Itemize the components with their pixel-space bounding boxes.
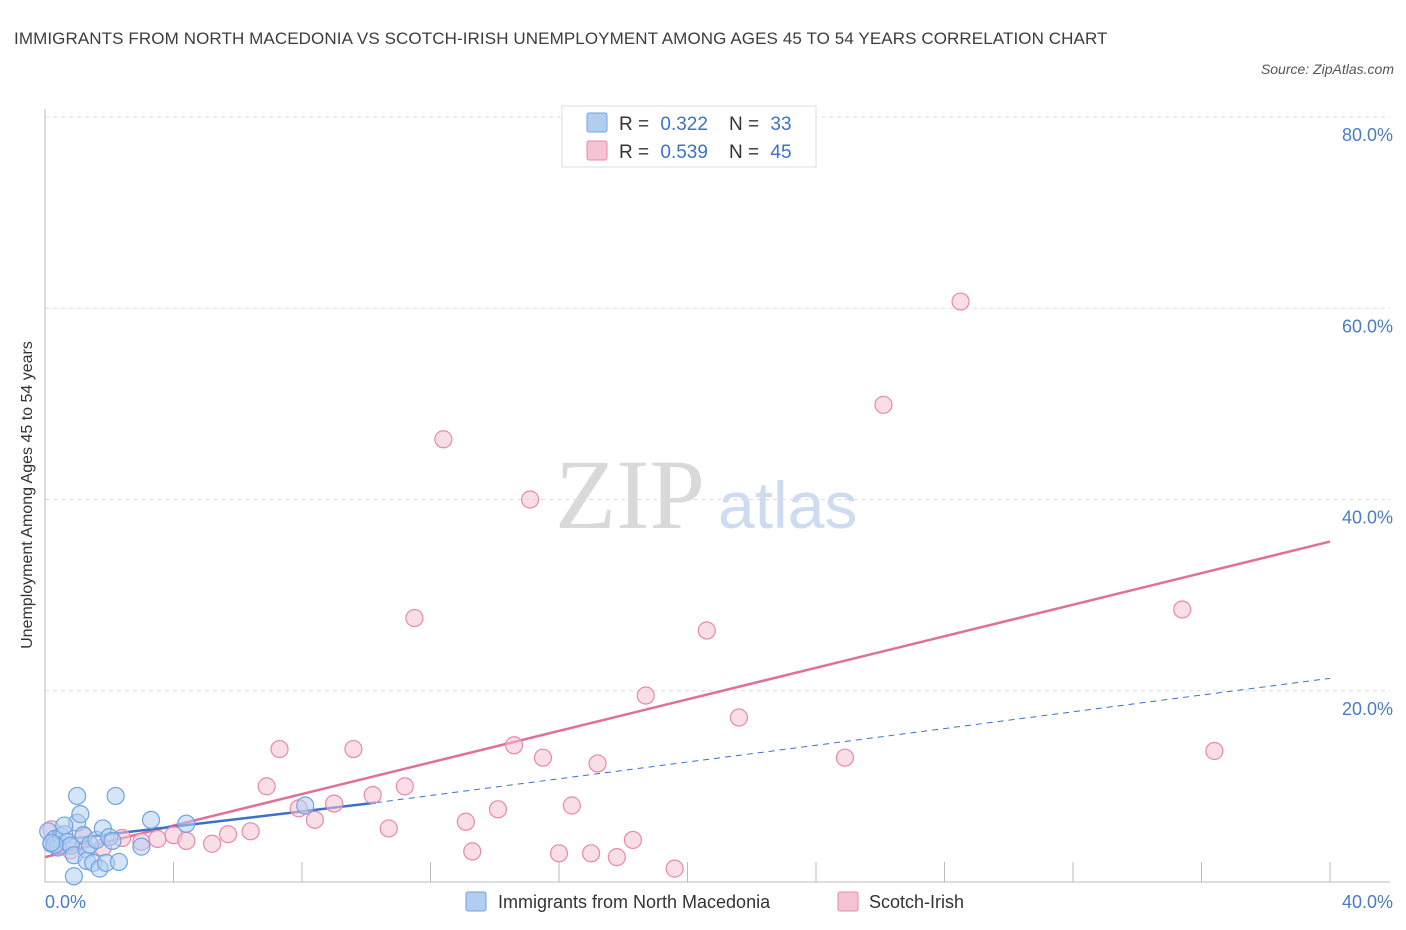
legend-n-label-2: N = (729, 142, 759, 163)
watermark-atlas: atlas (718, 468, 857, 542)
point-scotch-irish-21[interactable] (395, 777, 414, 796)
legend-swatch-scotch-irish (586, 140, 608, 161)
point-north-macedonia-31[interactable] (296, 796, 315, 815)
point-scotch-irish-12[interactable] (241, 822, 260, 841)
point-scotch-irish-31[interactable] (562, 796, 581, 815)
svg-text:N = 45: N = 45 (729, 142, 792, 163)
chart-title: IMMIGRANTS FROM NORTH MACEDONIA VS SCOTC… (14, 29, 1108, 48)
legend-swatch-north-macedonia (586, 112, 608, 133)
point-scotch-irish-44[interactable] (1205, 741, 1224, 761)
point-scotch-irish-40[interactable] (835, 748, 855, 767)
trend-lines (44, 540, 1331, 859)
legend-n-label-1: N = (729, 114, 759, 135)
point-scotch-irish-7[interactable] (148, 829, 167, 849)
point-scotch-irish-32[interactable] (582, 844, 601, 863)
svg-text:R = 0.322: R = 0.322 (619, 114, 708, 135)
bottom-legend-label-scotch-irish[interactable]: Scotch-Irish (869, 892, 964, 912)
point-scotch-irish-25[interactable] (463, 842, 482, 861)
source-label[interactable]: Source: ZipAtlas.com (1260, 61, 1394, 77)
top-legend: R = 0.322 N = 33 R = 0.539 N = 45 (561, 105, 817, 168)
point-north-macedonia-11[interactable] (71, 805, 90, 824)
bottom-legend-swatch-scotch-irish[interactable] (837, 891, 859, 912)
legend-n-value-2: 45 (770, 142, 791, 163)
point-scotch-irish-10[interactable] (202, 834, 222, 853)
point-scotch-irish-26[interactable] (488, 800, 508, 819)
bottom-legend-swatch-north-macedonia[interactable] (465, 891, 487, 912)
point-north-macedonia-9[interactable] (68, 786, 87, 806)
y-tick-label-40: 40.0% (1342, 508, 1393, 528)
point-scotch-irish-35[interactable] (623, 830, 642, 850)
x-tick-label-min: 0.0% (45, 892, 86, 912)
tick-labels: 20.0% 40.0% 60.0% 80.0% 0.0% 40.0% (45, 125, 1393, 912)
point-north-macedonia-28[interactable] (141, 810, 161, 829)
watermark-zip: ZIP (555, 439, 705, 550)
point-north-macedonia-32[interactable] (42, 833, 61, 852)
point-scotch-irish-16[interactable] (305, 810, 324, 829)
x-tick-label-max: 40.0% (1342, 892, 1393, 912)
point-north-macedonia-26[interactable] (55, 816, 74, 835)
point-north-macedonia-24[interactable] (109, 852, 128, 872)
point-north-macedonia-30[interactable] (177, 814, 196, 833)
bottom-legend: Immigrants from North Macedonia Scotch-I… (465, 891, 964, 912)
point-scotch-irish-17[interactable] (325, 794, 344, 813)
axes (44, 109, 1390, 883)
legend-r-value-2: 0.539 (660, 142, 708, 163)
point-scotch-irish-42[interactable] (951, 292, 970, 311)
bottom-legend-label-north-macedonia[interactable]: Immigrants from North Macedonia (498, 892, 771, 912)
trend-line-scotch-irish (44, 540, 1331, 859)
legend-r-label-1: R = (619, 114, 649, 135)
svg-text:R = 0.539: R = 0.539 (619, 142, 708, 163)
y-tick-label-80: 80.0% (1342, 125, 1393, 145)
point-scotch-irish-11[interactable] (219, 825, 238, 844)
point-scotch-irish-41[interactable] (874, 395, 893, 414)
point-scotch-irish-37[interactable] (665, 859, 684, 878)
legend-r-value-1: 0.322 (660, 114, 708, 135)
point-scotch-irish-34[interactable] (607, 848, 626, 867)
point-scotch-irish-9[interactable] (177, 831, 196, 850)
point-scotch-irish-33[interactable] (588, 754, 607, 773)
point-scotch-irish-13[interactable] (257, 777, 276, 796)
point-scotch-irish-14[interactable] (270, 739, 289, 759)
legend-n-value-1: 33 (770, 114, 791, 135)
point-scotch-irish-28[interactable] (520, 490, 540, 509)
point-north-macedonia-27[interactable] (64, 867, 84, 886)
point-scotch-irish-36[interactable] (636, 686, 655, 705)
scatter-points (39, 292, 1224, 886)
point-scotch-irish-38[interactable] (697, 621, 716, 640)
point-scotch-irish-39[interactable] (729, 708, 749, 727)
point-scotch-irish-22[interactable] (405, 608, 424, 628)
point-scotch-irish-30[interactable] (549, 844, 569, 863)
y-tick-label-20: 20.0% (1342, 699, 1393, 719)
svg-text:N = 33: N = 33 (729, 114, 792, 135)
point-scotch-irish-43[interactable] (1173, 600, 1192, 619)
point-scotch-irish-20[interactable] (379, 819, 398, 838)
y-tick-label-60: 60.0% (1342, 316, 1393, 336)
point-north-macedonia-23[interactable] (106, 786, 125, 806)
point-scotch-irish-18[interactable] (344, 739, 363, 759)
point-north-macedonia-22[interactable] (103, 831, 122, 850)
point-scotch-irish-24[interactable] (456, 812, 475, 831)
legend-r-label-2: R = (619, 142, 649, 163)
point-scotch-irish-23[interactable] (434, 430, 453, 449)
point-scotch-irish-29[interactable] (533, 748, 553, 767)
point-north-macedonia-29[interactable] (132, 837, 151, 856)
point-scotch-irish-19[interactable] (363, 785, 382, 805)
point-scotch-irish-27[interactable] (504, 736, 524, 755)
